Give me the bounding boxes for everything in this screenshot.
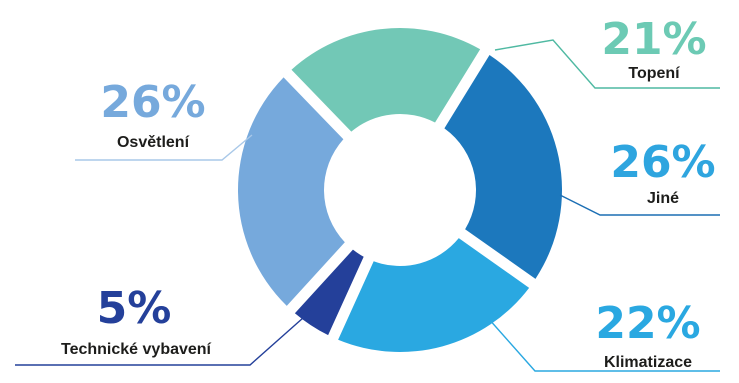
donut-segment-technicke-vybaveni <box>294 249 364 336</box>
slice-percent-technicke-vybaveni: 5% <box>97 283 172 334</box>
donut-segment-jine <box>444 54 562 279</box>
slice-percent-osvetleni: 26% <box>100 77 205 128</box>
slice-percent-jine: 26% <box>610 137 715 188</box>
slice-label-topeni: Topení <box>628 65 680 82</box>
donut-segment-klimatizace <box>338 238 530 352</box>
slice-label-technicke-vybaveni: Technické vybavení <box>61 341 212 358</box>
leader-lines <box>15 39 720 372</box>
donut-segment-osvetleni <box>238 77 345 306</box>
leader-line-osvetleni <box>75 134 253 161</box>
leader-line-jine <box>559 194 720 216</box>
slice-label-jine: Jiné <box>647 190 679 207</box>
slice-percent-klimatizace: 22% <box>595 298 700 349</box>
donut-segment-topeni <box>291 28 481 132</box>
leader-line-klimatizace <box>487 317 720 372</box>
slice-label-klimatizace: Klimatizace <box>604 354 692 371</box>
slice-label-osvetleni: Osvětlení <box>117 134 190 151</box>
donut-segments <box>238 28 562 352</box>
leader-line-topeni <box>494 39 720 89</box>
slice-percent-topeni: 21% <box>601 14 706 65</box>
leader-line-technicke-vybaveni <box>15 309 313 366</box>
slice-labels: 21% Topení 26% Jiné 22% Klimatizace 5% T… <box>61 14 716 371</box>
